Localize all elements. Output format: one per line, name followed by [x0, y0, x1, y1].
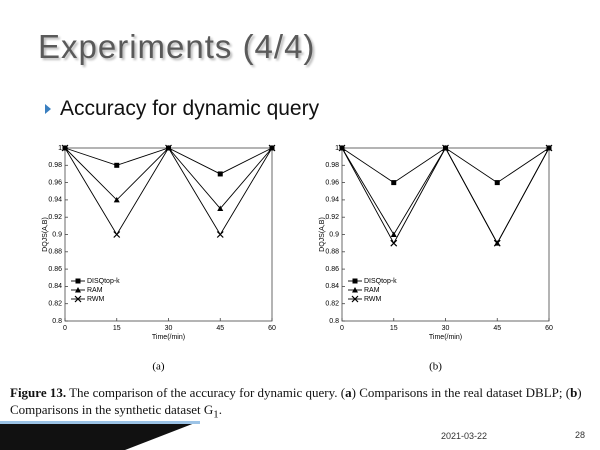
y-tick-label: 0.86 — [325, 266, 339, 273]
y-tick-label: 0.9 — [329, 231, 339, 238]
y-tick-label: 0.88 — [48, 249, 62, 256]
series-line — [341, 147, 550, 245]
legend-label: DISQtop-k — [364, 278, 397, 285]
marker — [217, 205, 224, 212]
figure-caption: Figure 13. The comparison of the accurac… — [10, 384, 595, 424]
marker — [391, 180, 397, 186]
caption-part: ) Comparisons in the synthetic dataset G — [10, 385, 582, 417]
marker — [165, 144, 172, 152]
decor — [0, 421, 200, 450]
x-tick-label: 45 — [216, 325, 224, 332]
y-tick-label: 0.86 — [48, 266, 62, 273]
caption-part: 1 — [213, 408, 219, 421]
legend-label: RWM — [364, 296, 382, 303]
y-tick-label: 0.88 — [325, 249, 339, 256]
y-tick-label: 0.96 — [325, 179, 339, 186]
y-tick-label: 0.98 — [48, 162, 62, 169]
y-tick-label: 0.92 — [48, 214, 62, 221]
marker — [217, 171, 223, 177]
legend-marker — [352, 278, 358, 284]
y-tick-label: 0.82 — [48, 301, 62, 308]
decor — [0, 421, 200, 424]
series-line — [64, 147, 273, 175]
x-tick-label: 60 — [268, 325, 276, 332]
marker — [114, 162, 120, 168]
x-tick-label: 45 — [493, 325, 501, 332]
marker — [390, 231, 397, 237]
x-axis-label: Time(/min) — [152, 334, 185, 341]
y-tick-label: 1 — [335, 145, 339, 152]
y-tick-label: 0.8 — [329, 318, 339, 325]
legend-marker — [352, 287, 358, 293]
subcaption: (a) — [152, 361, 165, 373]
legend-marker — [75, 287, 81, 293]
y-tick-label: 0.96 — [48, 179, 62, 186]
marker — [61, 144, 69, 152]
y-tick-label: 0.82 — [325, 301, 339, 308]
marker — [494, 180, 500, 186]
x-tick-label: 0 — [340, 325, 344, 332]
series-line — [64, 147, 273, 236]
y-axis-label: DQJS(A,B) — [319, 217, 326, 252]
caption-part: Figure 13. — [10, 385, 67, 400]
marker — [442, 144, 449, 152]
subcaption: (b) — [429, 361, 442, 373]
marker — [390, 239, 398, 247]
caption-part: b — [570, 385, 578, 400]
legend-label: RAM — [87, 287, 103, 294]
caption-part: ) Comparisons in the real dataset DBLP; … — [351, 385, 571, 400]
x-tick-label: 15 — [113, 325, 121, 332]
caption-part: a — [345, 385, 352, 400]
legend-label: RAM — [364, 287, 380, 294]
x-tick-label: 60 — [545, 325, 553, 332]
legend-marker — [74, 295, 82, 303]
y-tick-label: 0.94 — [325, 197, 339, 204]
x-tick-label: 15 — [390, 325, 398, 332]
marker — [216, 231, 224, 238]
slide-title: Experiments (4/4) — [38, 28, 316, 65]
legend-label: RWM — [87, 296, 105, 303]
page-number: 28 — [575, 430, 586, 440]
series-line — [341, 147, 550, 184]
x-tick-label: 0 — [63, 325, 67, 332]
marker — [338, 144, 346, 152]
bullet-text: Accuracy for dynamic query — [60, 97, 320, 120]
date: 2021-03-22 — [441, 431, 488, 441]
bullet-icon — [45, 104, 51, 114]
y-tick-label: 0.8 — [52, 318, 62, 325]
marker — [268, 144, 276, 152]
caption-part: The comparison of the accuracy for dynam… — [66, 385, 346, 400]
legend-label: DISQtop-k — [87, 278, 120, 285]
y-tick-label: 0.92 — [325, 214, 339, 221]
x-tick-label: 30 — [165, 325, 173, 332]
marker — [113, 196, 120, 203]
x-tick-label: 30 — [442, 325, 450, 332]
caption-part: . — [218, 402, 222, 417]
legend-marker — [75, 278, 81, 284]
y-axis-label: DQJS(A,B) — [42, 217, 49, 252]
y-tick-label: 0.9 — [52, 231, 62, 238]
marker — [545, 144, 553, 152]
y-tick-label: 0.98 — [325, 162, 339, 169]
x-axis-label: Time(/min) — [429, 334, 462, 341]
y-tick-label: 1 — [58, 145, 62, 152]
marker — [493, 239, 501, 247]
y-tick-label: 0.84 — [325, 283, 339, 290]
y-tick-label: 0.84 — [48, 283, 62, 290]
series-line — [341, 147, 550, 245]
legend-marker — [351, 295, 359, 303]
y-tick-label: 0.94 — [48, 197, 62, 204]
marker — [113, 231, 121, 238]
